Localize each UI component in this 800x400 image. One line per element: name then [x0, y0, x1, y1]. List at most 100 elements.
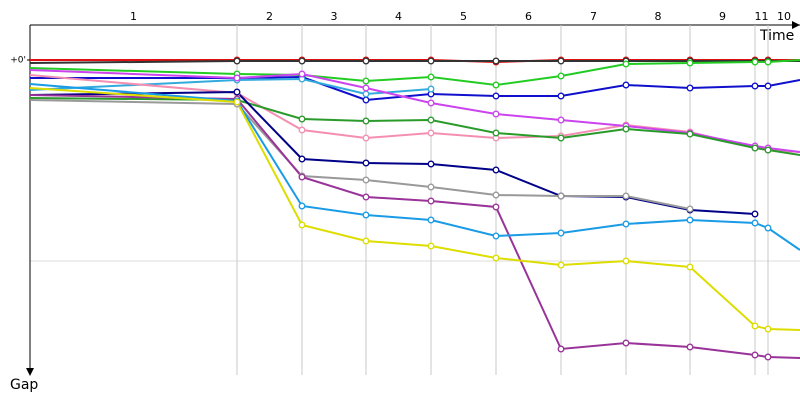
point — [427, 73, 435, 81]
stage-label: 7 — [590, 10, 597, 23]
y-axis-label: Gap — [10, 377, 38, 393]
point — [362, 77, 370, 85]
point — [362, 159, 370, 167]
point — [362, 193, 370, 201]
point — [427, 183, 435, 191]
point — [751, 351, 759, 359]
stage-label: 4 — [395, 10, 402, 23]
point — [751, 82, 759, 90]
point — [233, 74, 241, 82]
point — [764, 325, 772, 333]
series-line — [29, 74, 800, 153]
point — [751, 219, 759, 227]
point — [622, 192, 630, 200]
point — [298, 173, 306, 181]
stage-label: 5 — [460, 10, 467, 23]
point — [298, 202, 306, 210]
series-line — [29, 59, 800, 87]
point — [557, 92, 565, 100]
point — [362, 84, 370, 92]
point — [492, 57, 500, 65]
point — [298, 57, 306, 65]
point — [557, 345, 565, 353]
series-line — [29, 97, 800, 156]
stage-label: 1 — [130, 10, 137, 23]
point — [764, 224, 772, 232]
point — [427, 216, 435, 224]
point — [622, 81, 630, 89]
point — [427, 160, 435, 168]
point — [492, 203, 500, 211]
point — [298, 126, 306, 134]
point — [557, 72, 565, 80]
point — [298, 70, 306, 78]
point — [751, 210, 759, 218]
point — [557, 261, 565, 269]
point — [492, 191, 500, 199]
point — [492, 129, 500, 137]
point — [492, 81, 500, 89]
point — [362, 57, 370, 65]
x-axis-arrow — [792, 21, 800, 29]
point — [427, 129, 435, 137]
point — [492, 166, 500, 174]
point — [362, 96, 370, 104]
series-line — [29, 83, 800, 251]
point — [362, 237, 370, 245]
stage-label: 8 — [655, 10, 662, 23]
point — [427, 197, 435, 205]
point — [557, 229, 565, 237]
stage-label: 6 — [525, 10, 532, 23]
stage-label: 10 — [777, 10, 791, 23]
point — [298, 221, 306, 229]
point — [362, 90, 370, 98]
point — [233, 88, 241, 96]
point — [362, 117, 370, 125]
point — [751, 322, 759, 330]
point — [557, 134, 565, 142]
point — [427, 99, 435, 107]
y-axis-arrow — [26, 368, 34, 376]
stage-label: 2 — [266, 10, 273, 23]
point — [427, 85, 435, 93]
point — [233, 98, 241, 106]
point — [622, 220, 630, 228]
point — [686, 130, 694, 138]
point — [362, 211, 370, 219]
point — [764, 58, 772, 66]
x-axis-label: Time — [759, 28, 794, 44]
point — [622, 339, 630, 347]
point — [557, 57, 565, 65]
point — [298, 115, 306, 123]
point — [686, 263, 694, 271]
point — [751, 58, 759, 66]
point — [492, 110, 500, 118]
point — [427, 242, 435, 250]
point — [764, 353, 772, 361]
point — [686, 205, 694, 213]
point — [557, 192, 565, 200]
point — [492, 254, 500, 262]
point — [622, 60, 630, 68]
point — [622, 257, 630, 265]
stage-label: 3 — [331, 10, 338, 23]
point — [233, 57, 241, 65]
y-tick-label: +0' — [10, 56, 26, 66]
point — [427, 57, 435, 65]
point — [686, 84, 694, 92]
point — [686, 343, 694, 351]
point — [427, 116, 435, 124]
series-line — [29, 69, 800, 153]
point — [492, 232, 500, 240]
series-line — [29, 99, 691, 210]
point — [764, 82, 772, 90]
point — [764, 146, 772, 154]
point — [686, 59, 694, 67]
point — [686, 216, 694, 224]
point — [622, 125, 630, 133]
stage-label: 11 — [755, 10, 769, 23]
point — [492, 92, 500, 100]
point — [362, 176, 370, 184]
stage-label: 9 — [719, 10, 726, 23]
